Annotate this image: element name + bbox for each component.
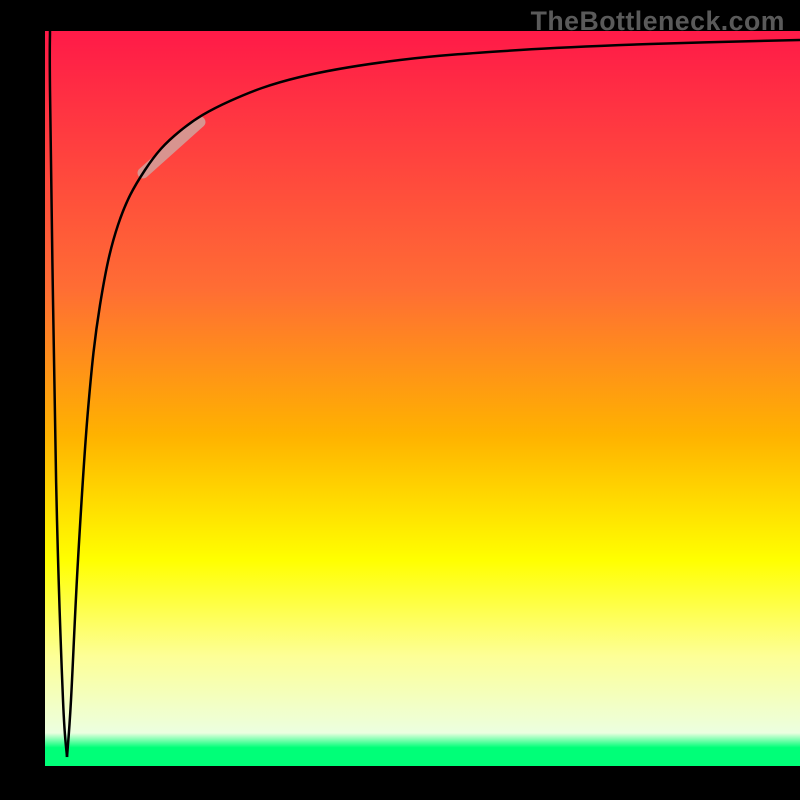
chart-container: TheBottleneck.com <box>0 0 800 800</box>
plot-gradient-area <box>45 31 800 766</box>
watermark-text: TheBottleneck.com <box>531 6 785 37</box>
